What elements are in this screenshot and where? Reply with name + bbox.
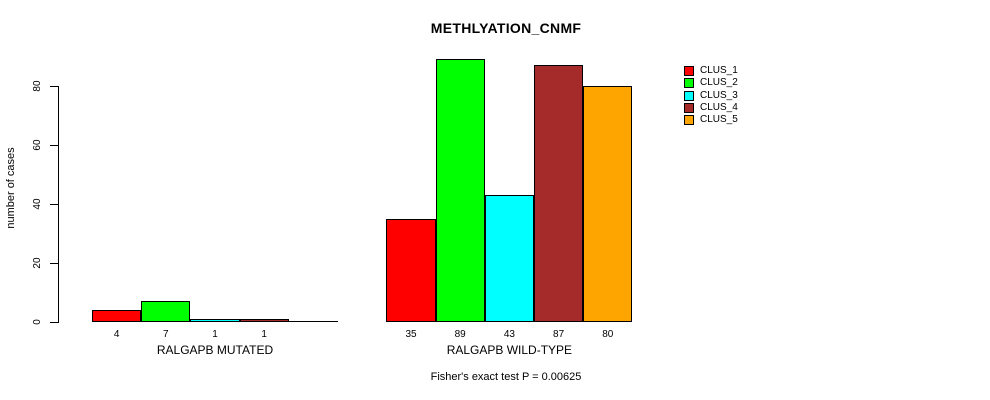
y-axis-label: number of cases — [5, 147, 17, 229]
legend-swatch-icon — [684, 115, 694, 126]
bar-clus_5-zero — [288, 321, 338, 322]
bar-clus_2 — [435, 59, 485, 322]
legend-swatch-icon — [684, 78, 694, 89]
y-axis-line — [58, 86, 59, 323]
group-label: RALGAPB WILD-TYPE — [446, 343, 573, 357]
bar-value-label: 89 — [454, 329, 466, 340]
y-tick-mark — [50, 321, 58, 323]
bar-clus_1 — [92, 310, 142, 322]
bar-clus_4 — [534, 65, 584, 322]
y-tick-mark — [50, 203, 58, 205]
legend-swatch-icon — [684, 90, 694, 101]
bar-value-label: 87 — [553, 329, 565, 340]
bar-value-label: 4 — [113, 329, 120, 340]
y-tick-label: 20 — [31, 257, 43, 269]
legend-item-clus_3: CLUS_3 — [684, 90, 738, 102]
bar-clus_1 — [386, 218, 436, 322]
legend-label: CLUS_4 — [700, 102, 738, 114]
bar-value-label: 35 — [405, 329, 417, 340]
bar-clus_3 — [190, 319, 240, 322]
bar-clus_2 — [141, 301, 191, 322]
bar-clus_3 — [484, 195, 534, 322]
legend-label: CLUS_1 — [700, 65, 738, 77]
y-tick-mark — [50, 85, 58, 87]
legend-swatch-icon — [684, 66, 694, 77]
legend: CLUS_1 CLUS_2 CLUS_3 CLUS_4 CLUS_5 — [684, 65, 738, 126]
legend-item-clus_1: CLUS_1 — [684, 65, 738, 77]
bar-value-label: 43 — [503, 329, 515, 340]
legend-swatch-icon — [684, 103, 694, 114]
bar-value-label: 7 — [163, 329, 169, 340]
bar-clus_5 — [583, 86, 633, 322]
bar-value-label: 1 — [261, 329, 267, 340]
fisher-test-annotation: Fisher's exact test P = 0.00625 — [430, 371, 582, 383]
bar-value-label: 80 — [602, 329, 614, 340]
bar-clus_4 — [239, 319, 289, 322]
y-tick-label: 0 — [31, 319, 43, 325]
legend-item-clus_5: CLUS_5 — [684, 114, 738, 126]
y-tick-mark — [50, 262, 58, 264]
legend-item-clus_2: CLUS_2 — [684, 77, 738, 89]
chart-title: METHLYATION_CNMF — [430, 20, 582, 36]
y-tick-mark — [50, 144, 58, 146]
legend-label: CLUS_2 — [700, 77, 738, 89]
y-tick-label: 40 — [31, 198, 43, 210]
bar-value-label: 1 — [212, 329, 218, 340]
y-tick-label: 60 — [31, 139, 43, 151]
legend-label: CLUS_3 — [700, 89, 738, 101]
y-tick-label: 80 — [31, 80, 43, 92]
legend-label: CLUS_5 — [700, 114, 738, 126]
group-label: RALGAPB MUTATED — [156, 343, 274, 357]
legend-item-clus_4: CLUS_4 — [684, 102, 738, 114]
